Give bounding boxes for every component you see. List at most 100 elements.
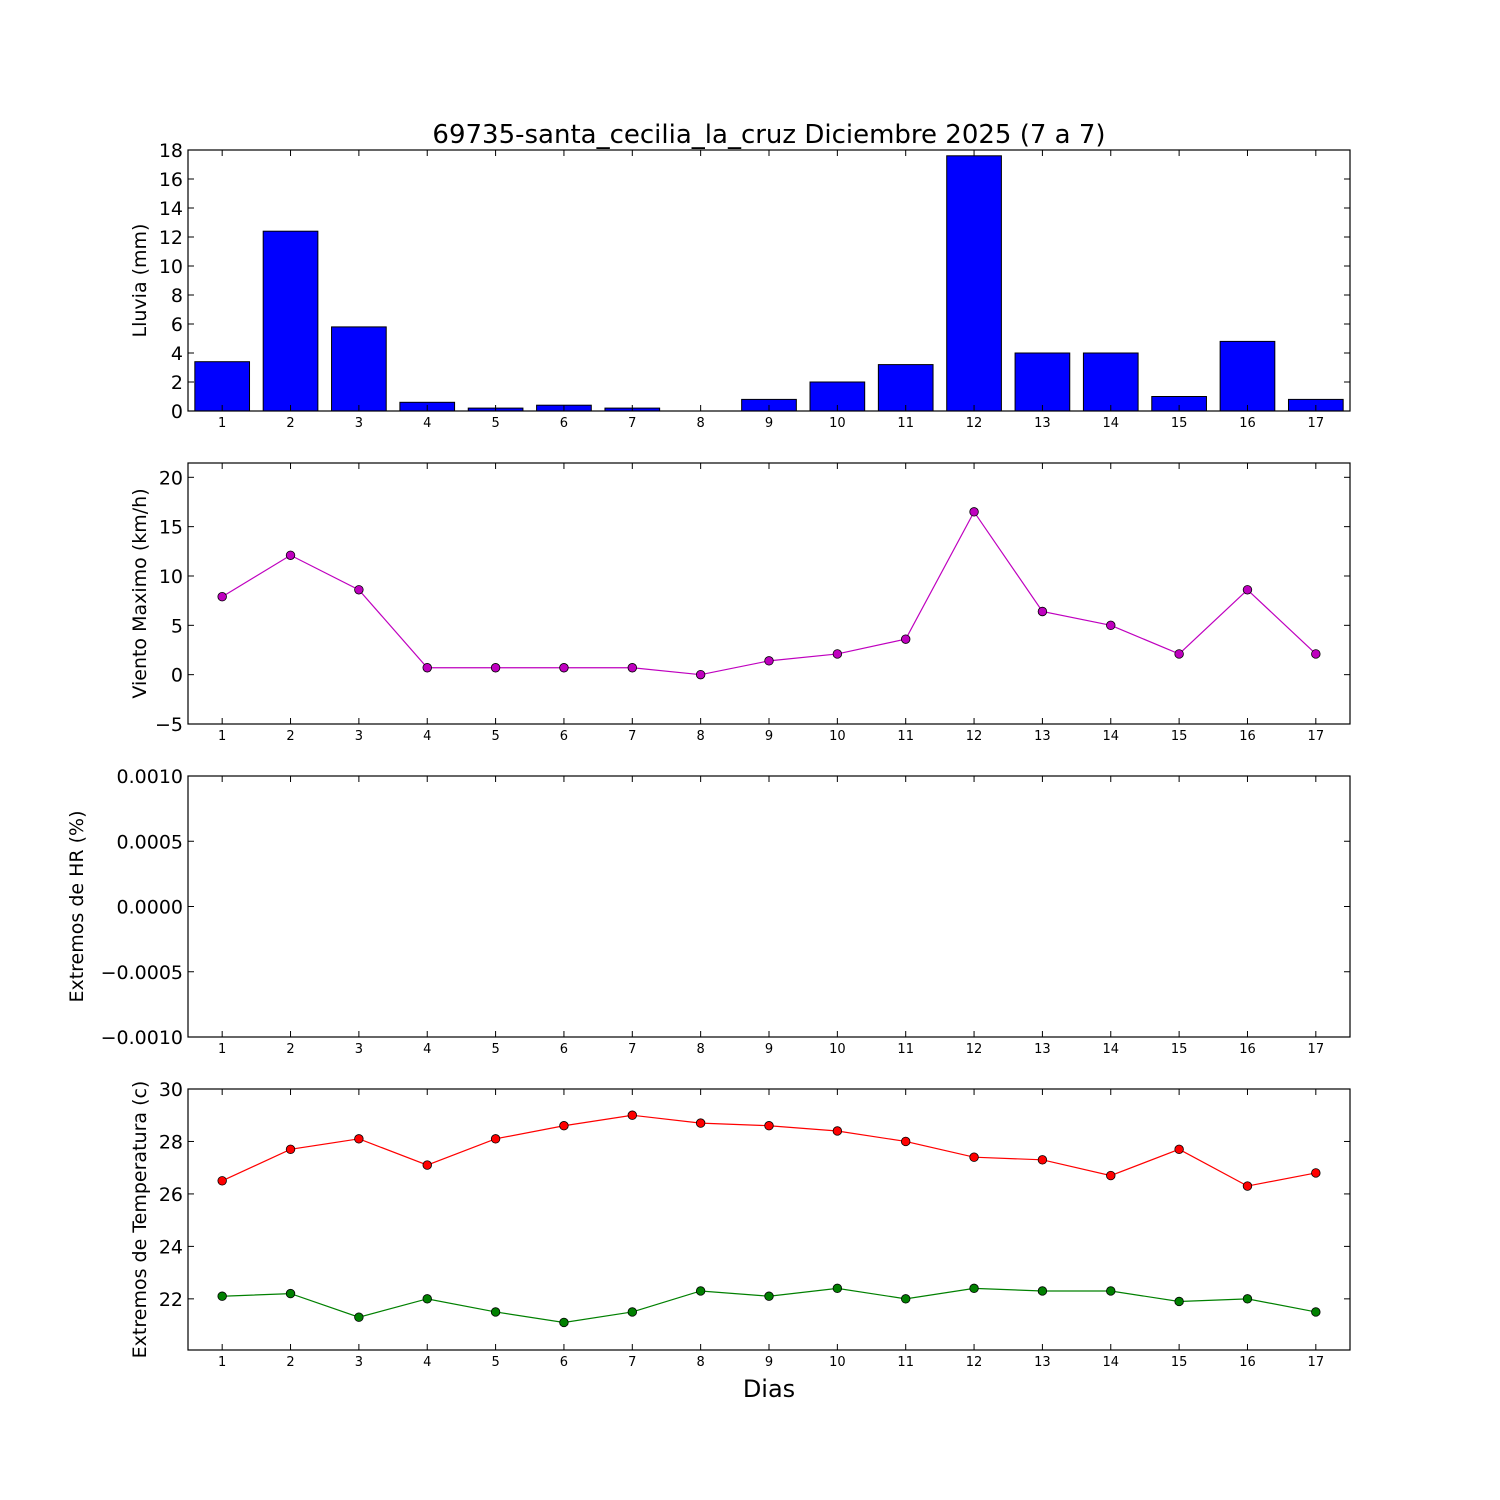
data-point: [1242, 1294, 1253, 1304]
bar: [1082, 352, 1139, 412]
data-point: [490, 663, 501, 673]
x-tick-label: 5: [491, 729, 499, 744]
x-tick-label: 3: [355, 1355, 363, 1370]
data-point: [559, 663, 569, 673]
data-point: [1037, 1286, 1048, 1296]
data-point: [832, 1126, 843, 1136]
x-tick-label: 1: [218, 729, 226, 744]
y-tick-label: 30: [159, 1079, 183, 1101]
x-tick-label: 14: [1102, 1355, 1119, 1370]
x-tick-label: 1: [218, 1042, 226, 1057]
x-tick-label: 15: [1171, 416, 1188, 431]
data-point: [1037, 1155, 1048, 1165]
x-tick-label: 6: [560, 416, 568, 431]
panel-2: 1 2 3 4 5 6 7 8 9 10 11 12 13 14 15 16 17−505101520Vient…: [129, 462, 1351, 744]
x-tick-label: 13: [1034, 729, 1051, 744]
data-point: [1106, 1170, 1116, 1181]
x-tick-label: 3: [355, 729, 363, 744]
y-tick-label: 0: [171, 665, 183, 687]
y-tick-label: 0.0000: [117, 897, 183, 919]
data-point: [969, 1283, 979, 1294]
x-tick-label: 3: [355, 416, 363, 431]
x-tick-label: 4: [423, 1042, 431, 1057]
x-tick-label: 2: [286, 1355, 294, 1370]
data-point: [422, 1294, 432, 1304]
x-tick-label: 12: [966, 416, 983, 431]
y-tick-label: 8: [171, 285, 183, 307]
y-tick-label: 0.0005: [117, 831, 183, 853]
bar: [1014, 352, 1071, 412]
x-tick-label: 10: [829, 416, 846, 431]
x-tick-label: 9: [765, 1355, 773, 1370]
data-point: [559, 1317, 569, 1328]
x-tick-label: 5: [491, 1355, 499, 1370]
data-point: [901, 634, 911, 644]
y-tick-label: 0.0010: [117, 766, 183, 788]
x-tick-label: 16: [1239, 1042, 1256, 1057]
y-tick-label: 22: [159, 1289, 183, 1311]
data-point: [1037, 606, 1048, 617]
data-point: [1242, 1181, 1253, 1191]
data-point: [1311, 1168, 1321, 1178]
y-tick-label: 10: [159, 566, 183, 588]
data-point: [1174, 1296, 1184, 1307]
x-tick-label: 2: [286, 416, 294, 431]
x-tick-label: 6: [560, 1355, 568, 1370]
y-tick-label: −5: [155, 714, 183, 736]
x-tick-label: 9: [765, 729, 773, 744]
x-tick-label: 9: [765, 1042, 773, 1057]
data-point: [901, 1136, 911, 1147]
y-tick-label: 14: [159, 198, 183, 220]
x-tick-label: 15: [1171, 1042, 1188, 1057]
x-tick-label: 12: [966, 729, 983, 744]
x-tick-label: 13: [1034, 1042, 1051, 1057]
data-point: [354, 1312, 364, 1322]
data-point: [695, 669, 706, 680]
data-point: [832, 649, 843, 659]
data-point: [1242, 585, 1253, 595]
data-point: [354, 1134, 364, 1144]
y-tick-label: 24: [159, 1236, 183, 1258]
x-tick-label: 9: [765, 416, 773, 431]
x-tick-label: 10: [829, 1042, 846, 1057]
x-tick-label: 13: [1034, 1355, 1051, 1370]
data-point: [832, 1283, 843, 1294]
y-tick-label: 5: [171, 615, 183, 637]
x-axis-label: Dias: [743, 1375, 795, 1403]
data-point: [969, 1152, 979, 1162]
data-point: [901, 1294, 911, 1304]
x-tick-label: 11: [897, 416, 914, 431]
data-point: [1174, 1144, 1184, 1155]
data-point: [695, 1286, 706, 1296]
x-tick-label: 12: [966, 1042, 983, 1057]
y-axis-label: Extremos de Temperatura (c): [129, 1081, 151, 1359]
x-tick-label: 15: [1171, 1355, 1188, 1370]
x-tick-label: 16: [1239, 729, 1256, 744]
data-point: [217, 592, 227, 602]
data-point: [1311, 1307, 1321, 1317]
data-point: [422, 1160, 432, 1170]
x-tick-label: 17: [1308, 1355, 1325, 1370]
x-tick-label: 11: [897, 729, 914, 744]
y-axis-label: Lluvia (mm): [129, 224, 151, 338]
x-tick-label: 5: [491, 1042, 499, 1057]
x-tick-label: 16: [1239, 416, 1256, 431]
series-line-viento: [221, 510, 1317, 676]
data-point: [285, 1288, 296, 1299]
panel-1: 1 2 3 4 5 6 7 8 9 10 11 12 13 14 15 16 17024681012141618…: [129, 140, 1351, 431]
data-point: [764, 656, 774, 666]
y-tick-label: −0.0005: [101, 962, 183, 984]
data-point: [764, 1121, 774, 1131]
x-tick-label: 11: [897, 1042, 914, 1057]
y-axis-label: Viento Maximo (km/h): [129, 488, 151, 698]
x-tick-label: 10: [829, 1355, 846, 1370]
x-tick-label: 17: [1308, 729, 1325, 744]
bar: [877, 364, 934, 412]
x-tick-label: 13: [1034, 416, 1051, 431]
x-tick-label: 7: [628, 416, 636, 431]
x-tick-label: 3: [355, 1042, 363, 1057]
x-tick-label: 2: [286, 1042, 294, 1057]
x-tick-label: 2: [286, 729, 294, 744]
x-tick-label: 4: [423, 416, 431, 431]
